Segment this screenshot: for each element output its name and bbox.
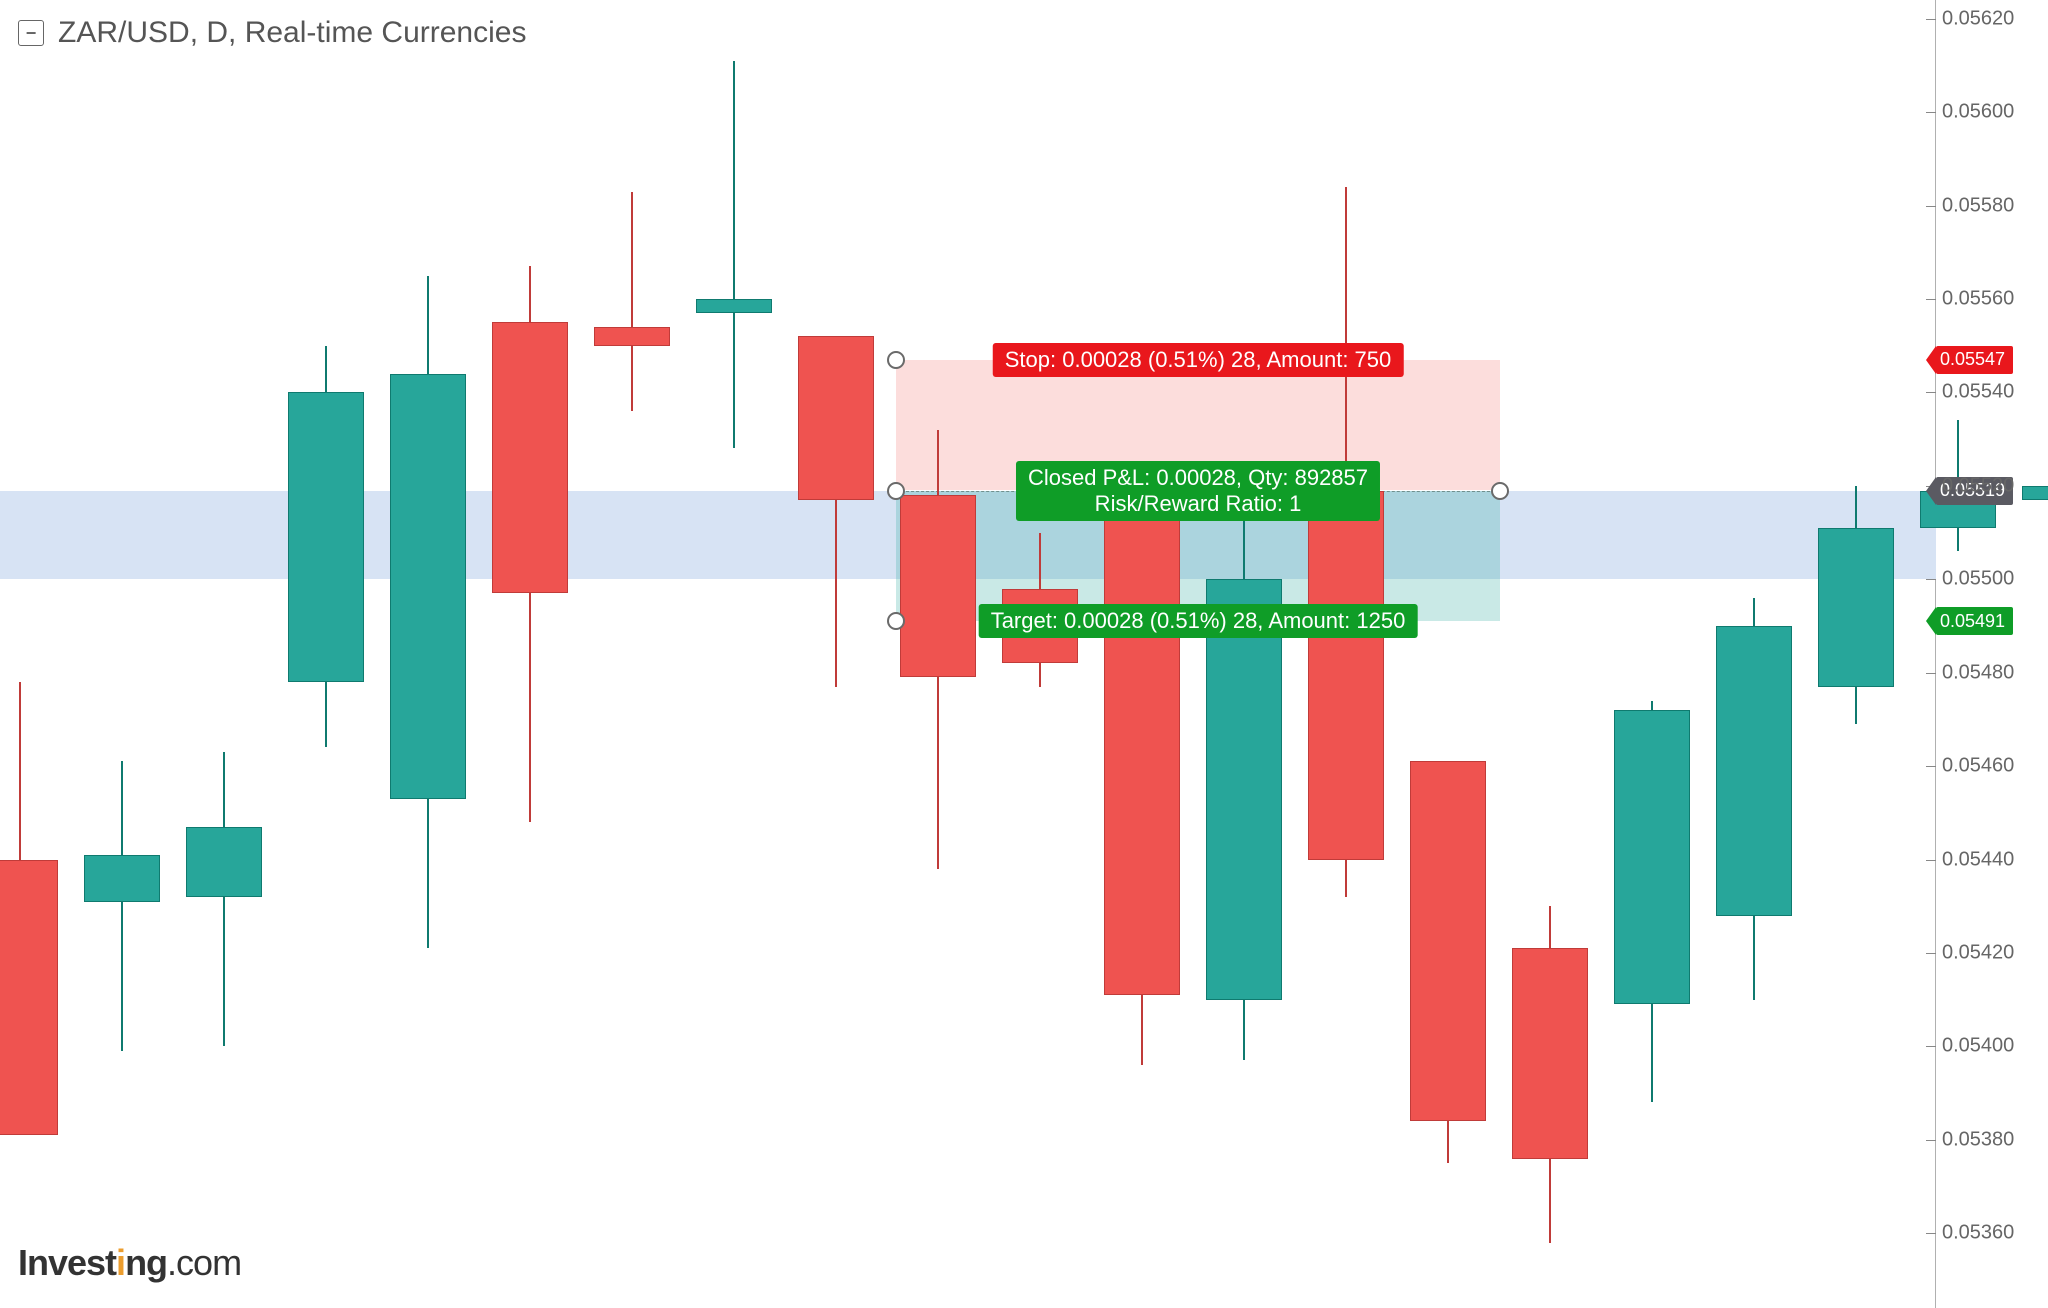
stop-handle[interactable]: [887, 351, 905, 369]
chart-container: − ZAR/USD, D, Real-time Currencies Stop:…: [0, 0, 2048, 1308]
target-annotation[interactable]: Target: 0.00028 (0.51%) 28, Amount: 1250: [979, 604, 1418, 638]
candle[interactable]: [1308, 0, 1384, 1308]
stop-price-marker: 0.05547: [1936, 346, 2013, 374]
target-price-marker: 0.05491: [1936, 607, 2013, 635]
candle[interactable]: [492, 0, 568, 1308]
candle[interactable]: [0, 0, 58, 1308]
stop-annotation[interactable]: Stop: 0.00028 (0.51%) 28, Amount: 750: [993, 343, 1404, 377]
candle[interactable]: [900, 0, 976, 1308]
axis-tick: 0.05440: [1942, 848, 2014, 871]
candle[interactable]: [798, 0, 874, 1308]
axis-tick: 0.05400: [1942, 1035, 2014, 1058]
candle[interactable]: [1002, 0, 1078, 1308]
collapse-icon[interactable]: −: [18, 20, 44, 46]
axis-tick: 0.05500: [1942, 568, 2014, 591]
candle[interactable]: [1104, 0, 1180, 1308]
candle[interactable]: [1614, 0, 1690, 1308]
candle[interactable]: [594, 0, 670, 1308]
entry-handle[interactable]: [887, 482, 905, 500]
candle[interactable]: [84, 0, 160, 1308]
axis-tick: 0.05600: [1942, 101, 2014, 124]
candle[interactable]: [186, 0, 262, 1308]
axis-tick: 0.05460: [1942, 755, 2014, 778]
series-desc: Real-time Currencies: [245, 16, 527, 49]
pnl-line2: Risk/Reward Ratio: 1: [1028, 491, 1368, 517]
target-handle[interactable]: [887, 612, 905, 630]
target-label: Target: 0.00028 (0.51%) 28, Amount: 1250: [991, 608, 1406, 633]
candle[interactable]: [1512, 0, 1588, 1308]
candle[interactable]: [288, 0, 364, 1308]
price-axis: 0.05547 0.05519 0.05491 0.053600.053800.…: [1936, 0, 2048, 1308]
axis-tick: 0.05360: [1942, 1222, 2014, 1245]
axis-tick: 0.05480: [1942, 661, 2014, 684]
right-handle[interactable]: [1491, 482, 1509, 500]
plot-area[interactable]: − ZAR/USD, D, Real-time Currencies Stop:…: [0, 0, 1936, 1308]
stop-label: Stop: 0.00028 (0.51%) 28, Amount: 750: [1005, 347, 1392, 372]
candle[interactable]: [696, 0, 772, 1308]
axis-tick: 0.05380: [1942, 1128, 2014, 1151]
axis-tick: 0.05620: [1942, 7, 2014, 30]
pnl-annotation[interactable]: Closed P&L: 0.00028, Qty: 892857 Risk/Re…: [1016, 461, 1380, 521]
timeframe: D: [206, 16, 228, 49]
candle[interactable]: [1818, 0, 1894, 1308]
pnl-line1: Closed P&L: 0.00028, Qty: 892857: [1028, 465, 1368, 491]
chart-header: − ZAR/USD, D, Real-time Currencies: [18, 16, 526, 50]
axis-tick: 0.05420: [1942, 941, 2014, 964]
candle[interactable]: [1410, 0, 1486, 1308]
candle[interactable]: [1716, 0, 1792, 1308]
chart-title: ZAR/USD, D, Real-time Currencies: [58, 16, 526, 50]
symbol: ZAR/USD: [58, 16, 190, 49]
axis-tick: 0.05560: [1942, 287, 2014, 310]
candle[interactable]: [1206, 0, 1282, 1308]
axis-tick: 0.05580: [1942, 194, 2014, 217]
candle[interactable]: [390, 0, 466, 1308]
axis-tick: 0.05540: [1942, 381, 2014, 404]
axis-tick: 0.05520: [1942, 474, 2014, 497]
investing-logo: Investing.com: [18, 1242, 241, 1284]
